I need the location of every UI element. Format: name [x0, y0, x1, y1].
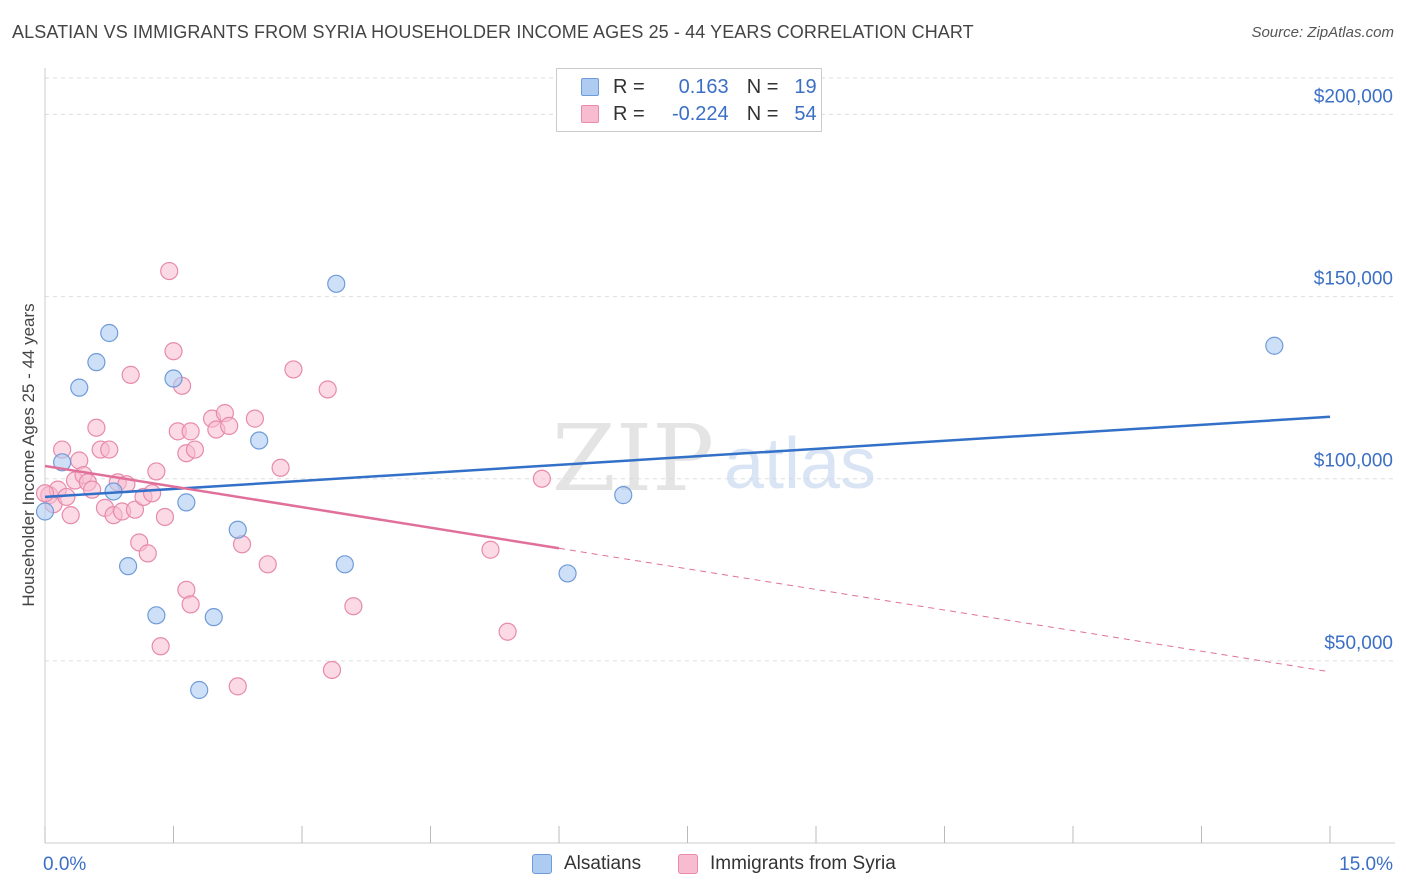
alsatian-point — [250, 431, 269, 450]
syria-point — [181, 422, 200, 441]
alsatian-point — [164, 369, 183, 388]
watermark-zip: ZIP — [552, 405, 714, 512]
syria-point — [151, 637, 170, 656]
y-tick-label: $150,000 — [1314, 269, 1393, 290]
syria-point — [164, 342, 183, 361]
syria-point — [532, 469, 551, 488]
y-tick-label: $100,000 — [1314, 451, 1393, 472]
syria-point — [220, 416, 239, 435]
r-value: 0.163 — [678, 75, 729, 98]
alsatian-point — [204, 608, 223, 627]
syria-point — [100, 440, 119, 459]
chart-title: ALSATIAN VS IMMIGRANTS FROM SYRIA HOUSEH… — [12, 22, 974, 42]
n-value: 19 — [794, 75, 817, 98]
alsatian-point — [147, 606, 166, 625]
alsatian-legend-label: Alsatians — [564, 853, 642, 874]
alsatian-point — [1265, 336, 1284, 355]
legend-row-alsatians: R = 0.163 N = 19 — [581, 75, 817, 99]
syria-point — [258, 555, 277, 574]
alsatian-point — [118, 557, 138, 576]
bottom-legend-alsatians: Alsatians — [532, 852, 641, 876]
alsatian-point — [228, 520, 247, 539]
tick-labels: $50,000 $100,000 $150,000 $200,000 0.0% 15.0% — [43, 86, 1393, 875]
alsatian-trend-line — [44, 415, 1331, 499]
syria-trend-line — [44, 464, 560, 550]
syria-point — [155, 507, 175, 527]
alsatian-legend-swatch — [532, 854, 552, 874]
syria-point — [125, 500, 145, 519]
bottom-legend-syria: Immigrants from Syria — [678, 852, 896, 876]
syria-point — [61, 506, 80, 525]
syria-swatch — [581, 105, 599, 123]
n-label: N = — [746, 102, 779, 125]
n-value: 54 — [794, 102, 817, 125]
syria-point — [245, 409, 264, 428]
alsatian-point — [614, 486, 633, 505]
syria-point — [35, 484, 55, 503]
alsatian-point — [35, 502, 55, 521]
alsatian-point — [53, 453, 72, 472]
syria-point — [344, 597, 363, 616]
syria-point — [498, 622, 517, 641]
syria-point — [481, 540, 500, 559]
n-label: N = — [746, 75, 779, 98]
syria-point — [284, 360, 303, 379]
syria-point — [138, 544, 157, 563]
alsatian-point — [70, 378, 89, 397]
alsatian-point — [100, 323, 119, 343]
syria-point — [147, 462, 166, 481]
source-label: Source: ZipAtlas.com — [1251, 24, 1394, 41]
syria-legend-label: Immigrants from Syria — [710, 853, 896, 874]
syria-trend-line-extension — [558, 547, 1331, 673]
alsatian-point — [335, 555, 354, 574]
alsatian-point — [177, 493, 196, 512]
alsatian-point — [190, 680, 209, 700]
syria-point — [160, 261, 179, 281]
axes — [44, 68, 1395, 844]
alsatian-swatch — [581, 78, 599, 96]
syria-point — [121, 365, 140, 384]
syria-point — [87, 418, 106, 437]
syria-point — [181, 595, 200, 614]
x-tick-label: 0.0% — [43, 854, 86, 875]
y-tick-label: $50,000 — [1324, 633, 1393, 654]
syria-point — [228, 677, 247, 696]
watermark-atlas: atlas — [724, 424, 876, 504]
watermark: ZIP atlas — [552, 405, 876, 512]
r-label: R = — [613, 102, 645, 125]
alsatian-point — [327, 274, 346, 293]
syria-legend-swatch — [678, 854, 698, 874]
syria-point — [322, 660, 342, 680]
correlation-legend: R = 0.163 N = 19 R = -0.224 N = 54 — [556, 68, 822, 132]
alsatian-points — [35, 274, 1284, 700]
syria-point — [271, 458, 290, 477]
syria-point — [318, 380, 337, 399]
grid-lines — [45, 77, 1395, 662]
legend-row-syria: R = -0.224 N = 54 — [581, 102, 817, 126]
alsatian-point — [558, 564, 577, 583]
syria-point — [142, 484, 162, 503]
x-tick-label: 15.0% — [1339, 854, 1393, 875]
y-axis-label: Householder Income Ages 25 - 44 years — [19, 303, 38, 607]
trend-lines — [44, 415, 1331, 673]
r-label: R = — [613, 75, 645, 98]
alsatian-point — [87, 353, 106, 372]
syria-point — [185, 440, 205, 459]
r-value: -0.224 — [671, 102, 729, 125]
y-tick-label: $200,000 — [1314, 86, 1393, 107]
